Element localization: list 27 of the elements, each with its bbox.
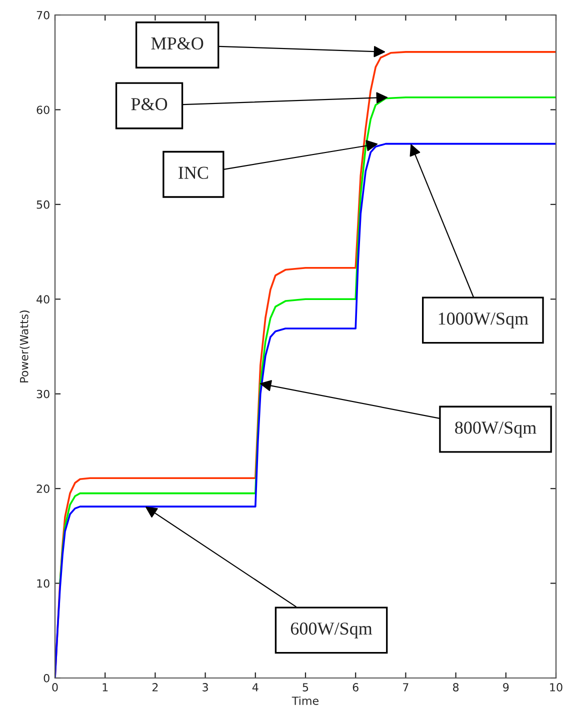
x-tick-label: 9	[503, 683, 509, 692]
y-axis-title: Power(Watts)	[20, 310, 30, 382]
y-tick-label: 70	[36, 10, 50, 20]
x-tick-label: 0	[52, 683, 58, 692]
x-tick-label: 3	[202, 683, 208, 692]
y-tick-label: 30	[36, 390, 50, 398]
annotation: 1000W/Sqm	[438, 312, 528, 328]
x-tick-label: 1	[102, 683, 108, 692]
x-tick-label: 6	[352, 683, 358, 692]
y-tick-label: 50	[36, 200, 50, 209]
y-tick-label: 0	[44, 674, 50, 682]
x-tick-label: 8	[453, 683, 459, 692]
x-tick-label: 2	[152, 683, 158, 692]
x-tick-label: 5	[302, 683, 308, 692]
x-tick-label: 10	[550, 683, 562, 692]
annotation: 600W/Sqm	[290, 622, 372, 638]
y-tick-label: 60	[36, 106, 50, 114]
x-tick-label: 4	[252, 683, 258, 692]
annotation: P&O	[131, 98, 168, 110]
y-tick-label: 40	[36, 295, 50, 304]
x-axis-title: Time	[292, 696, 318, 705]
x-tick-label: 7	[403, 683, 408, 692]
annotation: MP&O	[151, 37, 204, 50]
y-tick-label: 10	[37, 579, 50, 588]
annotation: 800W/Sqm	[455, 422, 536, 438]
annotation: INC	[178, 166, 208, 179]
y-tick-label: 20	[36, 484, 50, 493]
